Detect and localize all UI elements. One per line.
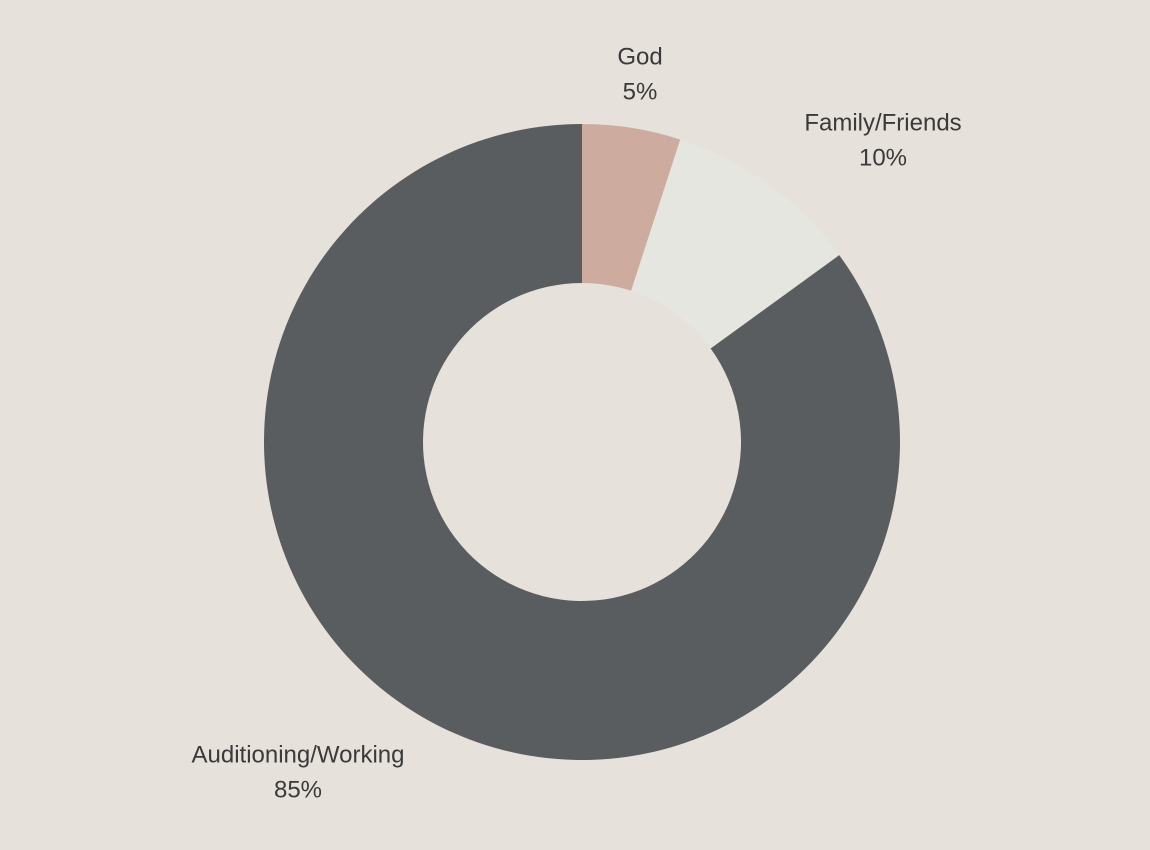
donut-slice xyxy=(631,139,840,349)
slice-value-label: 10% xyxy=(859,144,907,171)
slice-label: God xyxy=(617,43,662,70)
slice-label: Auditioning/Working xyxy=(191,741,404,768)
donut-slice xyxy=(263,123,900,761)
slice-value-label: 5% xyxy=(623,78,658,105)
donut-slice xyxy=(582,124,681,291)
slice-value-label: 85% xyxy=(274,776,322,803)
slice-label: Family/Friends xyxy=(804,109,961,136)
